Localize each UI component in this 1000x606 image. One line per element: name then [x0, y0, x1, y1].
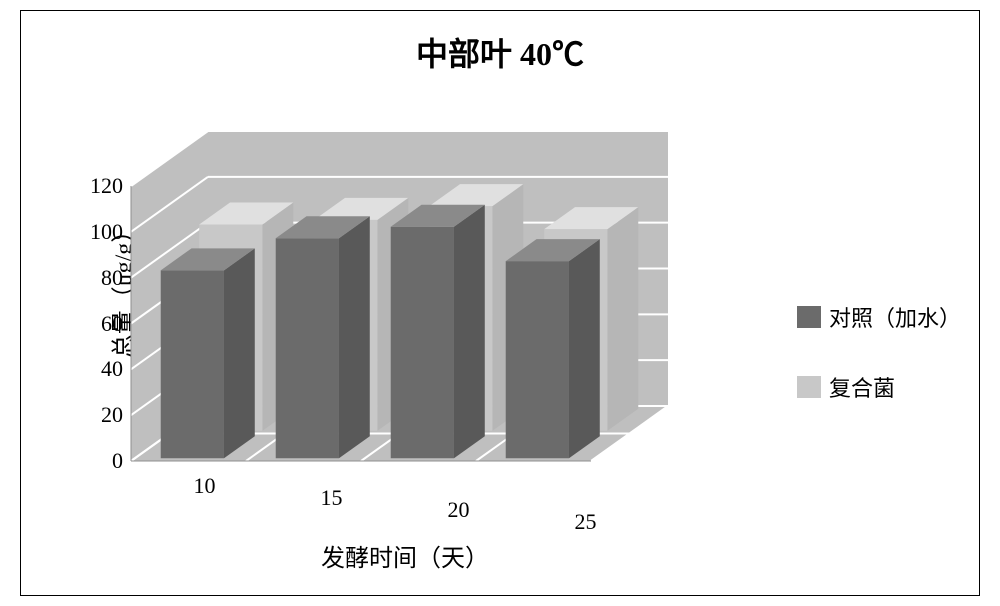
xtick-label: 20 — [448, 497, 470, 523]
legend: 对照（加水） 复合菌 — [797, 301, 961, 441]
chart-title: 中部叶 40℃ — [21, 29, 979, 75]
xtick-label: 10 — [194, 473, 216, 499]
legend-item-control: 对照（加水） — [797, 301, 961, 333]
plot-area: 02040608010012010152025 — [111, 81, 681, 481]
ytick-label: 40 — [79, 356, 123, 382]
ytick-label: 60 — [79, 311, 123, 337]
chart-container: 中部叶 40℃ 总量（μg/g） 发酵时间（天） 对照（加水） 复合菌 0204… — [20, 10, 980, 596]
ytick-label: 120 — [79, 173, 123, 199]
legend-label-composite: 复合菌 — [829, 371, 895, 403]
xtick-label: 15 — [321, 485, 343, 511]
ytick-label: 100 — [79, 219, 123, 245]
legend-swatch-control — [797, 306, 821, 328]
ytick-label: 0 — [79, 448, 123, 474]
legend-swatch-composite — [797, 376, 821, 398]
legend-label-control: 对照（加水） — [829, 301, 961, 333]
x-axis-label: 发酵时间（天） — [321, 538, 489, 573]
bar3d-svg — [111, 81, 681, 481]
xtick-label: 25 — [575, 509, 597, 535]
ytick-label: 20 — [79, 402, 123, 428]
ytick-label: 80 — [79, 265, 123, 291]
legend-item-composite: 复合菌 — [797, 371, 961, 403]
